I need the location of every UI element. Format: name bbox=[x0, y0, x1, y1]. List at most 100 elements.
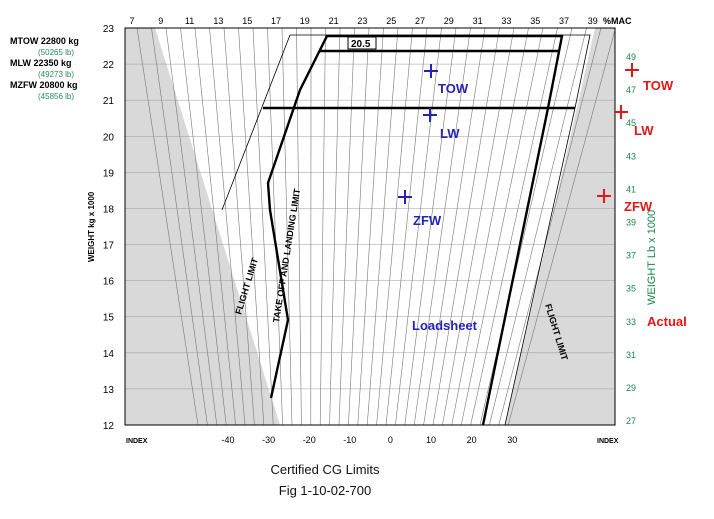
loadsheet-zfw-marker bbox=[398, 190, 412, 204]
index-line bbox=[281, 27, 293, 426]
loadsheet-tow-label: TOW bbox=[438, 81, 469, 96]
bottom-tick-label: -10 bbox=[343, 435, 356, 445]
index-line bbox=[238, 27, 265, 426]
left-tick-label: 13 bbox=[103, 385, 115, 396]
top-tick-label: 27 bbox=[415, 16, 425, 26]
left-tick-label: 16 bbox=[103, 277, 115, 288]
index-line bbox=[319, 27, 326, 426]
index-line bbox=[180, 27, 227, 426]
index-line bbox=[460, 27, 544, 426]
index-line bbox=[489, 27, 587, 426]
index-line bbox=[223, 27, 255, 426]
right-tick-label: 41 bbox=[626, 184, 636, 194]
index-line bbox=[165, 27, 218, 426]
mlw-limit-lb: (49273 lb) bbox=[38, 70, 75, 79]
right-tick-label: 45 bbox=[626, 118, 636, 128]
index-line bbox=[413, 27, 471, 426]
index-line bbox=[209, 27, 246, 426]
top-tick-label: 25 bbox=[386, 16, 396, 26]
top-tick-label: 21 bbox=[329, 16, 339, 26]
loadsheet-lw-marker bbox=[423, 108, 437, 122]
index-line bbox=[432, 27, 500, 426]
bottom-tick-label: -20 bbox=[303, 435, 316, 445]
top-axis: 7 9 11 13 15 17 19 21 23 25 27 29 31 33 35 37 39 bbox=[129, 16, 597, 26]
index-line bbox=[451, 27, 529, 426]
top-tick-label: 19 bbox=[300, 16, 310, 26]
loadsheet-zfw-label: ZFW bbox=[413, 213, 442, 228]
mzfw-limit-lb: (45856 lb) bbox=[38, 92, 75, 101]
left-tick-label: 19 bbox=[103, 168, 115, 179]
right-tick-label: 47 bbox=[626, 85, 636, 95]
index-line bbox=[423, 27, 486, 426]
top-tick-label: 29 bbox=[444, 16, 454, 26]
bottom-tick-label: -30 bbox=[262, 435, 275, 445]
index-line bbox=[194, 27, 236, 426]
index-grid-lines bbox=[136, 27, 616, 426]
left-tick-label: 18 bbox=[103, 204, 115, 215]
actual-lw-label: LW bbox=[634, 123, 654, 138]
bottom-index-right: INDEX bbox=[597, 438, 619, 445]
right-axis: 49 47 45 43 41 39 37 35 33 31 29 27 bbox=[626, 52, 636, 426]
top-tick-label: 33 bbox=[501, 16, 511, 26]
index-line bbox=[357, 27, 384, 426]
bottom-index-left: INDEX bbox=[126, 438, 148, 445]
right-tick-label: 33 bbox=[626, 317, 636, 327]
left-flight-limit-zone bbox=[125, 28, 280, 425]
top-tick-label: 37 bbox=[559, 16, 569, 26]
top-tick-label: 23 bbox=[357, 16, 367, 26]
top-tick-label: 17 bbox=[271, 16, 281, 26]
right-tick-label: 29 bbox=[626, 383, 636, 393]
left-tick-label: 22 bbox=[103, 60, 115, 71]
bottom-tick-label: 0 bbox=[388, 435, 393, 445]
bottom-axis: -40 -30 -20 -10 0 10 20 30 bbox=[221, 435, 517, 445]
mlw-limit: MLW 22350 kg bbox=[10, 58, 72, 68]
bottom-tick-label: 20 bbox=[467, 435, 477, 445]
loadsheet-lw-label: LW bbox=[440, 126, 460, 141]
envelope-outline bbox=[221, 34, 591, 426]
top-axis-unit: %MAC bbox=[603, 16, 632, 26]
chart-frame bbox=[124, 27, 616, 426]
index-line bbox=[136, 27, 199, 426]
bottom-tick-label: 30 bbox=[507, 435, 517, 445]
top-tick-label: 13 bbox=[213, 16, 223, 26]
right-tick-label: 35 bbox=[626, 284, 636, 294]
index-line bbox=[366, 27, 399, 426]
top-tick-label: 39 bbox=[588, 16, 598, 26]
right-tick-label: 39 bbox=[626, 218, 636, 228]
left-tick-label: 21 bbox=[103, 96, 115, 107]
right-tick-label: 31 bbox=[626, 350, 636, 360]
bottom-tick-label: -40 bbox=[221, 435, 234, 445]
actual-tow-marker bbox=[625, 63, 639, 77]
left-tick-label: 20 bbox=[103, 132, 115, 143]
top-tick-label: 9 bbox=[158, 16, 163, 26]
mzfw-limit: MZFW 20800 kg bbox=[10, 80, 78, 90]
index-line bbox=[404, 27, 457, 426]
right-flight-limit-zone bbox=[505, 28, 615, 425]
left-tick-label: 14 bbox=[103, 349, 115, 360]
left-axis-label: WEIGHT kg x 1000 bbox=[87, 191, 96, 262]
right-tick-label: 43 bbox=[626, 151, 636, 161]
takeoff-landing-limit-line bbox=[266, 34, 564, 426]
index-line bbox=[498, 27, 602, 426]
top-tick-label: 35 bbox=[530, 16, 540, 26]
top-tick-label: 7 bbox=[129, 16, 134, 26]
right-tick-label: 37 bbox=[626, 251, 636, 261]
left-axis: 23 22 21 20 19 18 17 16 15 14 13 12 bbox=[103, 24, 115, 432]
index-line bbox=[329, 27, 341, 426]
loadsheet-title: Loadsheet bbox=[412, 318, 478, 333]
index-line bbox=[376, 27, 413, 426]
left-tick-label: 12 bbox=[103, 421, 115, 432]
weight-grid-lines bbox=[125, 27, 615, 426]
actual-title: Actual bbox=[647, 314, 687, 329]
index-line bbox=[348, 27, 370, 426]
actual-zfw-label: ZFW bbox=[624, 199, 653, 214]
index-line bbox=[252, 27, 274, 426]
weight-limits-panel: MTOW 22800 kg (50265 lb) MLW 22350 kg (4… bbox=[10, 36, 120, 102]
index-line bbox=[151, 27, 208, 426]
loadsheet-tow-marker bbox=[424, 64, 438, 78]
mtow-note-box bbox=[347, 36, 377, 50]
index-line bbox=[470, 27, 558, 426]
right-axis-label: WEIGHT Lb x 1000 bbox=[646, 210, 658, 305]
index-line bbox=[442, 27, 515, 426]
